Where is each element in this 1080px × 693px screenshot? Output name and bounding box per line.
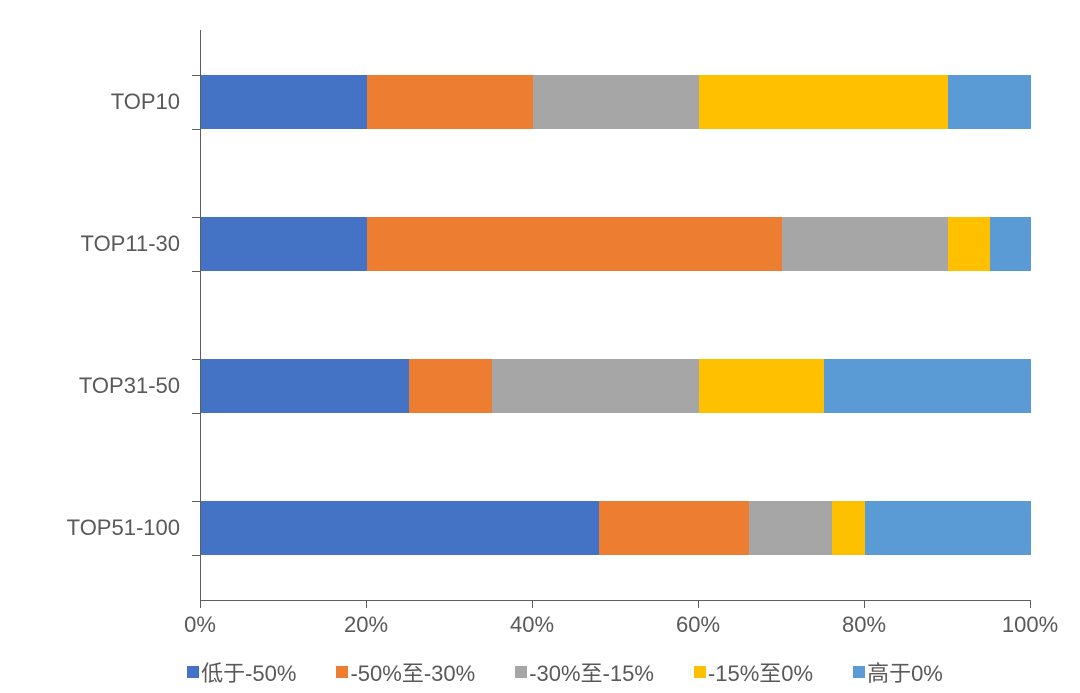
y-tick-mark [192,359,200,360]
bar-segment [948,217,990,271]
legend-swatch [515,666,527,678]
y-tick-mark [192,217,200,218]
y-axis-label: TOP31-50 [0,373,180,399]
bar-segment [699,359,824,413]
x-tick-mark [366,600,367,608]
legend-item: -30%至-15% [515,656,654,688]
y-tick-mark [192,413,200,414]
x-tick-mark [1030,600,1031,608]
y-axis-label: TOP10 [0,89,180,115]
bar-segment [409,359,492,413]
bar-segment [865,501,1031,555]
y-tick-mark [192,555,200,556]
y-tick-mark [192,501,200,502]
bar-segment [533,75,699,129]
bar-segment [699,75,948,129]
x-tick-mark [698,600,699,608]
legend-swatch [336,666,348,678]
bar-segment [367,75,533,129]
bar-segment [492,359,700,413]
bar-segment [201,359,409,413]
bar-segment [832,501,865,555]
x-axis-label: 0% [184,612,216,638]
legend-item: -50%至-30% [336,656,475,688]
x-axis-label: 100% [1002,612,1058,638]
x-axis-label: 60% [676,612,720,638]
legend-item: 低于-50% [187,656,296,688]
plot-area [200,30,1031,601]
legend-label: 高于0% [867,656,943,688]
legend-label: 低于-50% [201,656,296,688]
bar-segment [782,217,948,271]
bar-segment [824,359,1032,413]
y-axis-label: TOP11-30 [0,231,180,257]
x-axis-label: 40% [510,612,554,638]
legend-swatch [853,666,865,678]
bar-segment [201,217,367,271]
x-axis-label: 80% [842,612,886,638]
bar-segment [599,501,748,555]
bar-row [201,75,1031,129]
legend-item: -15%至0% [694,656,813,688]
x-tick-mark [200,600,201,608]
legend-swatch [694,666,706,678]
bar-segment [201,75,367,129]
bar-segment [367,217,782,271]
x-tick-mark [532,600,533,608]
bar-row [201,217,1031,271]
legend: 低于-50% -50%至-30% -30%至-15% -15%至0% 高于0% [100,656,1030,688]
bar-segment [749,501,832,555]
legend-label: -50%至-30% [350,656,475,688]
stacked-bar-chart: 低于-50% -50%至-30% -30%至-15% -15%至0% 高于0% 0% 20… [0,0,1080,693]
legend-swatch [187,666,199,678]
legend-label: -15%至0% [708,656,813,688]
x-tick-mark [864,600,865,608]
x-axis-label: 20% [344,612,388,638]
y-axis-label: TOP51-100 [0,515,180,541]
bar-segment [990,217,1032,271]
y-tick-mark [192,129,200,130]
legend-item: 高于0% [853,656,943,688]
legend-label: -30%至-15% [529,656,654,688]
y-tick-mark [192,271,200,272]
bar-segment [948,75,1031,129]
bar-row [201,359,1031,413]
y-tick-mark [192,75,200,76]
bar-segment [201,501,599,555]
bar-row [201,501,1031,555]
